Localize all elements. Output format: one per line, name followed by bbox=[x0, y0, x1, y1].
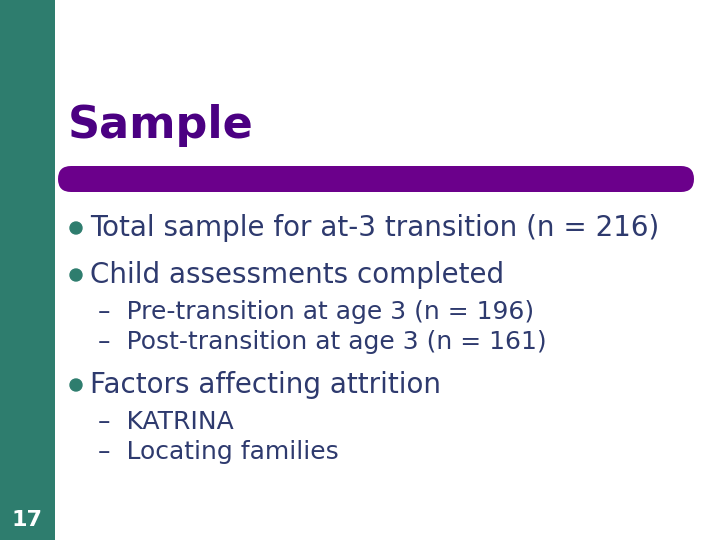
Bar bbox=[0, 0, 55, 540]
Text: –  Pre-transition at age 3 (n = 196): – Pre-transition at age 3 (n = 196) bbox=[98, 300, 534, 324]
Text: Total sample for at-3 transition (n = 216): Total sample for at-3 transition (n = 21… bbox=[90, 214, 660, 242]
Text: 17: 17 bbox=[12, 510, 42, 530]
Text: Sample: Sample bbox=[68, 104, 253, 147]
Circle shape bbox=[70, 222, 82, 234]
Text: Factors affecting attrition: Factors affecting attrition bbox=[90, 371, 441, 399]
Bar bbox=[55, 0, 720, 110]
Circle shape bbox=[70, 269, 82, 281]
Text: –  Post-transition at age 3 (n = 161): – Post-transition at age 3 (n = 161) bbox=[98, 330, 546, 354]
FancyBboxPatch shape bbox=[58, 166, 694, 192]
Text: Child assessments completed: Child assessments completed bbox=[90, 261, 504, 289]
FancyBboxPatch shape bbox=[55, 0, 305, 160]
Bar bbox=[0, 0, 270, 110]
Circle shape bbox=[70, 379, 82, 391]
Text: –  Locating families: – Locating families bbox=[98, 440, 338, 464]
Text: –  KATRINA: – KATRINA bbox=[98, 410, 234, 434]
